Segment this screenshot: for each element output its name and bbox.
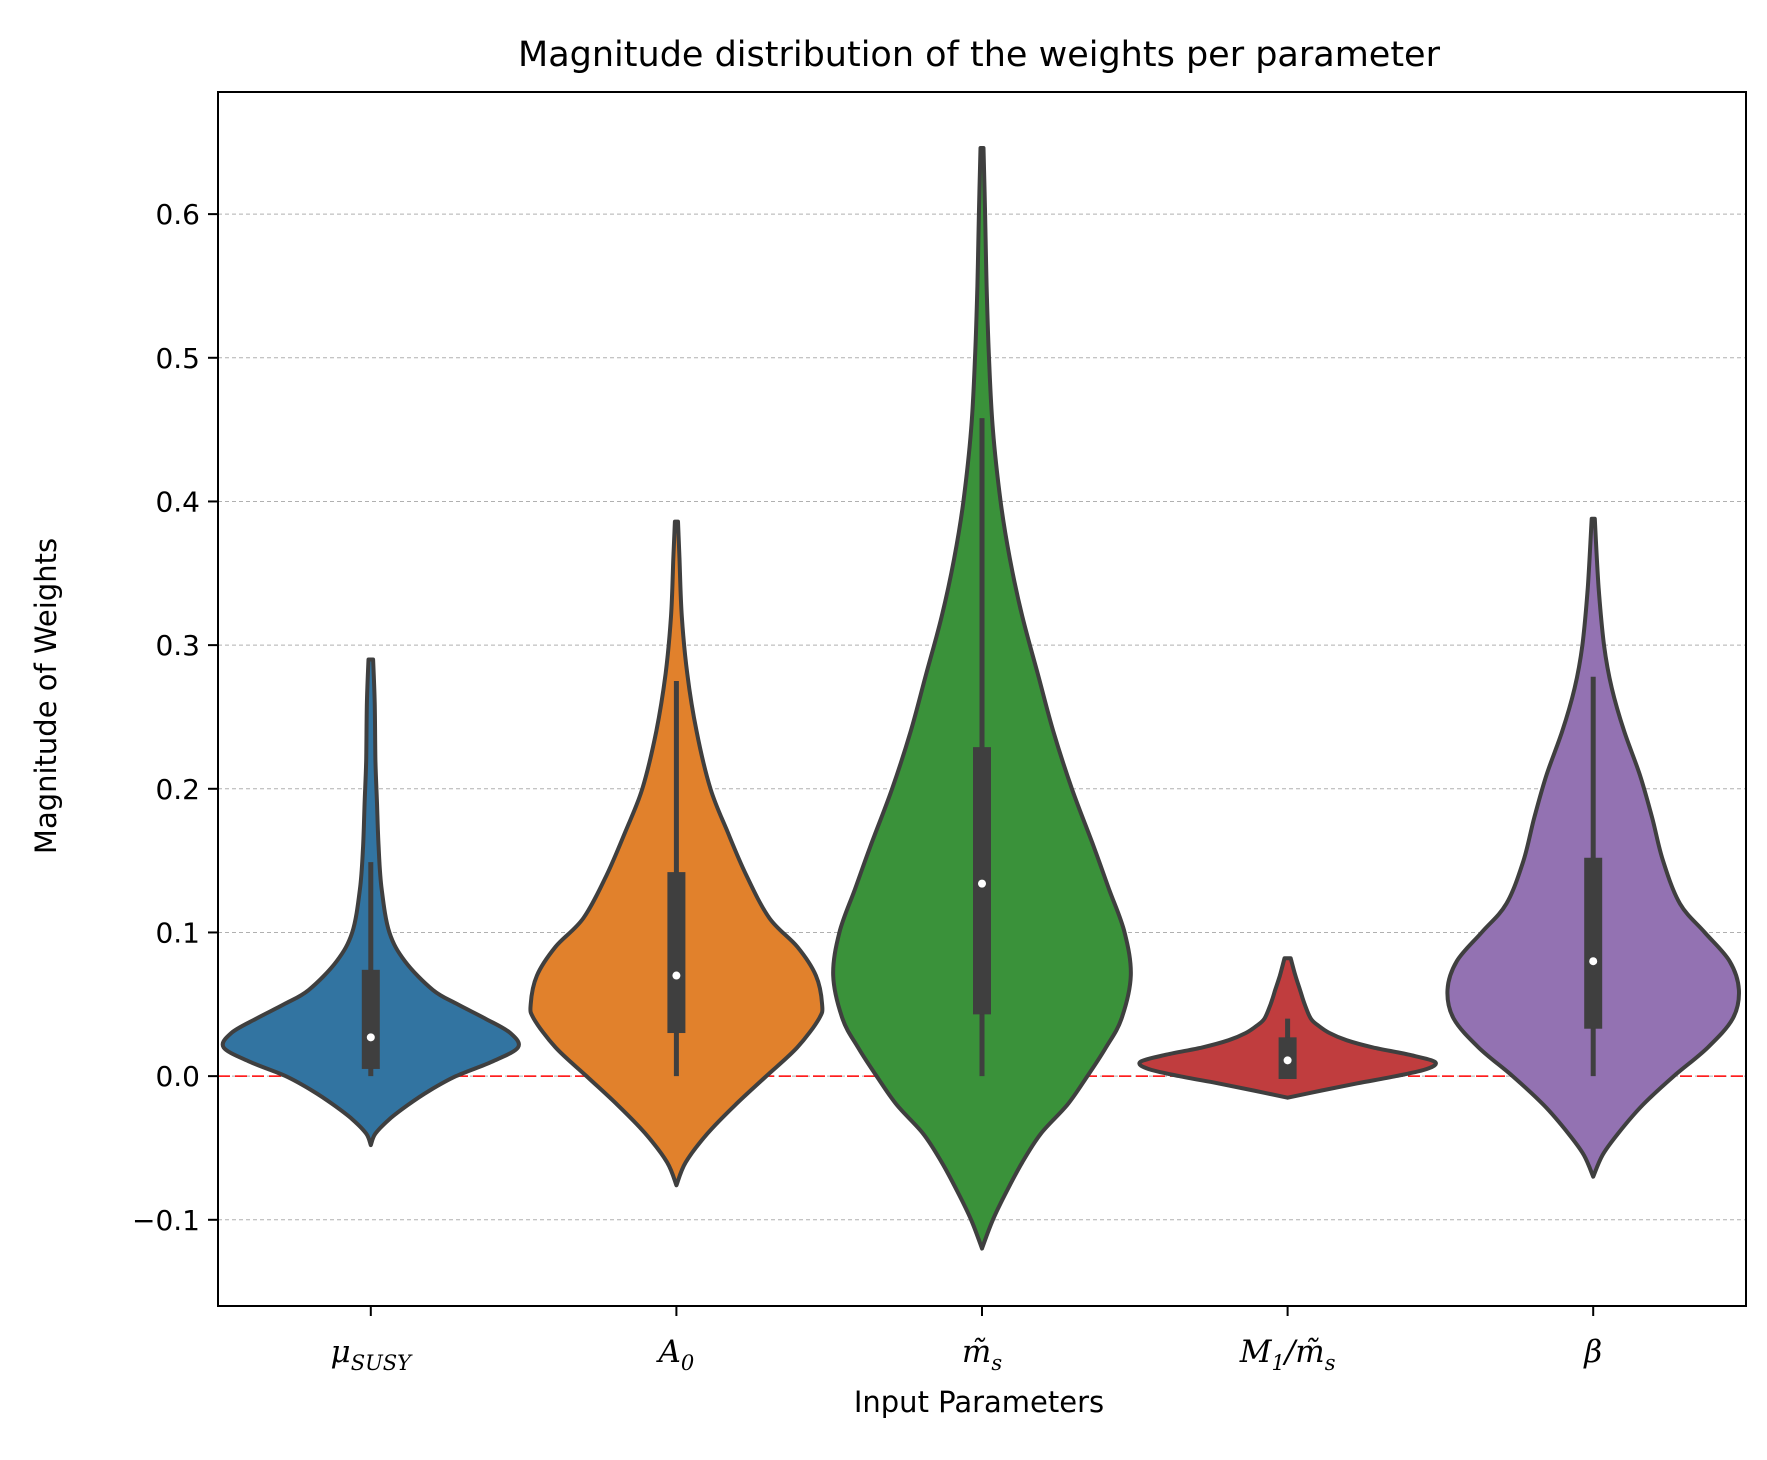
y-tick-label: 0.3 (155, 629, 200, 662)
y-tick-label: 0.1 (155, 916, 200, 949)
x-tick-label: A0 (656, 1334, 695, 1375)
y-tick-label: −0.1 (132, 1204, 200, 1237)
violin-median-dot (1283, 1056, 1292, 1065)
violin-median-dot (1589, 957, 1598, 966)
violin-iqr-box (1584, 857, 1603, 1029)
y-axis-title: Magnitude of Weights (29, 538, 63, 854)
x-tick-label: m̃s (962, 1334, 1002, 1375)
plot-frame (217, 91, 1747, 1307)
y-tick-label: 0.6 (155, 198, 200, 231)
violin-iqr-box (667, 872, 686, 1034)
x-axis-title: Input Parameters (854, 1385, 1104, 1419)
x-tick-label: β (1583, 1334, 1602, 1370)
y-tick-label: 0.4 (155, 485, 200, 518)
y-tick-label: 0.5 (155, 342, 200, 375)
x-tick-label: M1/m̃s (1239, 1334, 1336, 1375)
violin-median-dot (672, 971, 681, 980)
plot-area: μSUSY A0 m̃s M1/m̃s β −0.1 0.0 0.1 0.2 0.3 0.4 0.5 0… (132, 91, 1747, 1375)
chart-title: Magnitude distribution of the weights pe… (518, 35, 1441, 75)
violin-median-dot (978, 879, 986, 888)
x-tick-label: μSUSY (331, 1334, 414, 1375)
y-tick-label: 0.2 (155, 773, 200, 806)
violin-median-dot (366, 1033, 375, 1042)
y-tick-label: 0.0 (155, 1060, 200, 1093)
violin-iqr-box (361, 969, 380, 1069)
